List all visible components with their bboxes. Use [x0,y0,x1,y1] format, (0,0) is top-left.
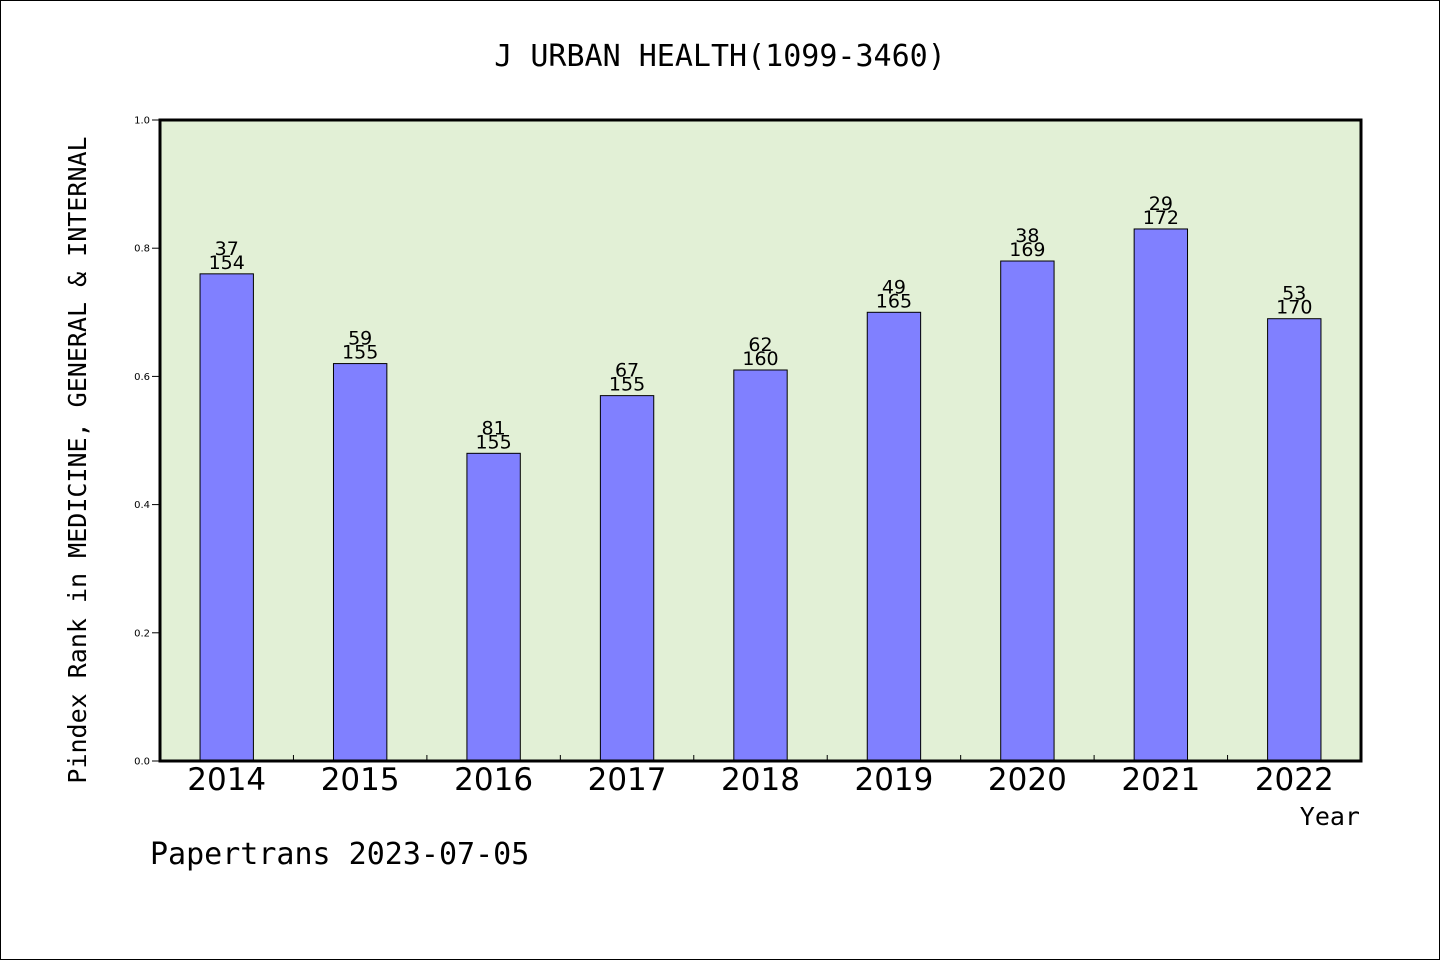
bar-rank-label-2014: 37 [215,238,239,260]
bar-2021 [1133,228,1189,762]
bar-total-label-2017: 155 [609,374,645,396]
y-tick-label-0.2: 0.2 [134,628,150,639]
bar-rank-label-2015: 59 [348,328,372,350]
bar-2015 [332,363,388,762]
bar-2019 [866,311,922,762]
bar-total-label-2015: 155 [342,342,378,364]
bar-2018 [733,369,788,762]
y-tick-label-0.6: 0.6 [134,372,150,383]
y-tick-label-0.4: 0.4 [134,500,150,511]
x-tick-label-2021: 2021 [1121,762,1200,798]
bar-2022 [1267,318,1322,762]
bar-total-label-2022: 170 [1276,297,1312,319]
bar-rank-label-2021: 29 [1149,193,1173,215]
x-tick-label-2022: 2022 [1255,762,1334,798]
bar-2020 [1000,260,1055,762]
bar-rank-label-2016: 81 [482,417,506,439]
chart-title: J URBAN HEALTH(1099-3460) [494,39,946,74]
plot-frame [158,118,1363,763]
x-tick-label-2017: 2017 [588,762,667,798]
bar-total-label-2021: 172 [1143,207,1179,229]
bar-total-label-2018: 160 [742,348,778,370]
bar-total-label-2020: 169 [1009,239,1045,261]
bars-layer [199,228,1322,762]
bar-total-label-2016: 155 [475,431,511,453]
x-tick-label-2018: 2018 [721,762,800,798]
y-tick-label-1.0: 1.0 [134,116,150,127]
y-axis: 0.0 0.2 0.4 0.6 0.8 1.0 [134,116,160,768]
y-tick-label-0.8: 0.8 [134,244,150,255]
data-labels-layer: 1543715559155811556716062165491693817229… [209,193,1313,453]
bar-total-label-2019: 165 [876,290,912,312]
x-tick-label-2015: 2015 [321,762,400,798]
x-tick-label-2019: 2019 [854,762,933,798]
y-axis-label: Pindex Rank in MEDICINE, GENERAL & INTER… [63,136,92,783]
bar-rank-label-2022: 53 [1282,283,1306,305]
bar-rank-label-2019: 49 [882,276,906,298]
y-tick-label-0.0: 0.0 [134,757,150,768]
bar-total-label-2014: 154 [209,252,245,274]
x-axis: 2014 2015 2016 2017 2018 2019 2020 2021 2022 [187,755,1334,798]
x-tick-label-2014: 2014 [187,762,266,798]
bar-2014 [199,273,254,762]
bar-rank-label-2018: 62 [748,334,772,356]
x-tick-label-2016: 2016 [454,762,533,798]
bar-rank-label-2020: 38 [1015,225,1039,247]
bar-2016 [466,452,521,762]
x-axis-label: Year [1300,802,1360,831]
x-tick-label-2020: 2020 [988,762,1067,798]
bar-rank-label-2017: 67 [615,360,639,382]
bar-2017 [599,395,655,762]
footer-credit: Papertrans 2023-07-05 [150,837,529,872]
